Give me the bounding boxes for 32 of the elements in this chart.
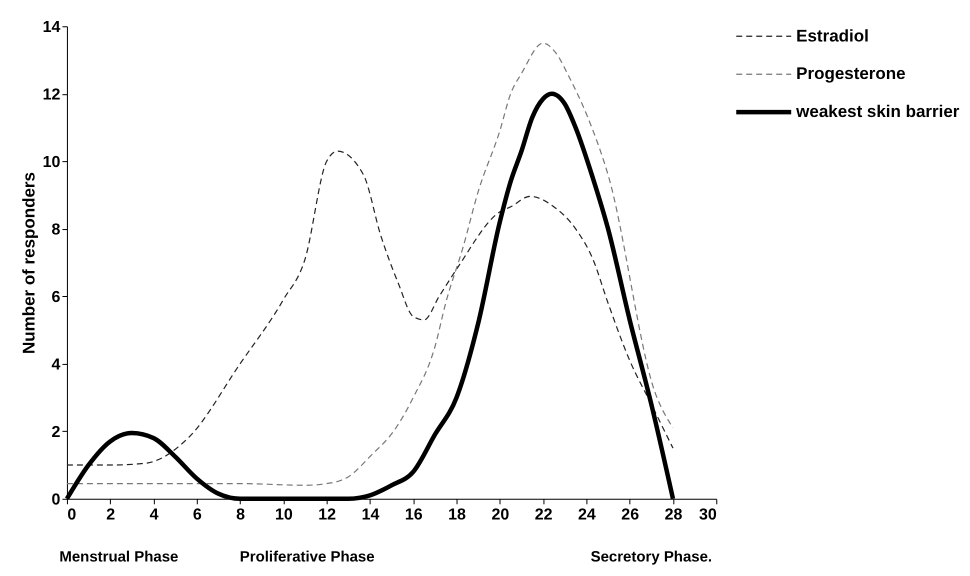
y-axis-title: Number of responders <box>20 172 39 354</box>
x-tick-label: 6 <box>192 506 202 524</box>
x-tick-label: 22 <box>534 506 553 524</box>
y-tick-label: 6 <box>52 288 61 306</box>
text: Proliferative Phase <box>240 548 375 566</box>
y-tick-label: 10 <box>42 154 61 171</box>
x-tick-label: 4 <box>150 506 159 524</box>
x-tick-label: 0 <box>67 506 76 524</box>
x-tick-label: 30 <box>698 506 717 524</box>
text: Secretory Phase. <box>590 548 712 566</box>
legend-label: Estradiol <box>796 26 869 46</box>
y-tick-label: 14 <box>42 18 61 36</box>
legend-label: weakest skin barrier <box>795 102 960 122</box>
y-tick-label: 0 <box>52 491 61 508</box>
x-tick-label: 2 <box>106 506 116 524</box>
y-tick-label: 2 <box>52 424 61 441</box>
x-tick-label: 16 <box>404 506 423 524</box>
x-tick-label: 20 <box>491 506 510 524</box>
line-series <box>66 150 674 466</box>
x-tick-label: 24 <box>578 506 596 524</box>
y-tick-label: 12 <box>42 86 61 104</box>
legend-label: Progesterone <box>796 64 906 84</box>
x-tick-label: 26 <box>621 506 640 524</box>
x-tick-label: 12 <box>318 506 336 524</box>
y-tick-label: 4 <box>52 356 61 374</box>
x-tick-label: 28 <box>664 506 682 524</box>
y-tick-label: 8 <box>52 221 61 238</box>
x-tick-label: 14 <box>362 506 380 524</box>
x-tick-label: 10 <box>274 506 293 524</box>
x-tick-label: 8 <box>236 506 246 524</box>
text: Menstrual Phase <box>59 548 178 566</box>
x-tick-label: 18 <box>448 506 466 524</box>
